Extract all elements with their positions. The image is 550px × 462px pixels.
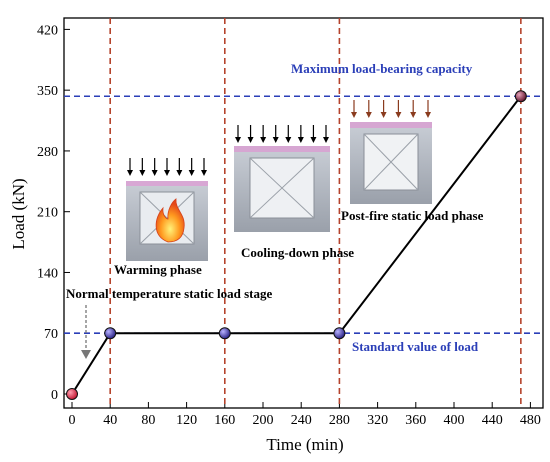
x-tick-label: 240 — [291, 413, 312, 428]
y-tick-label: 280 — [37, 145, 58, 160]
y-tick-label: 210 — [37, 206, 58, 221]
arrowhead-icon — [351, 112, 357, 118]
arrowhead-icon — [127, 170, 133, 176]
phase-lines — [109, 18, 522, 408]
arrowhead-icon — [410, 112, 417, 118]
x-axis: 0 40 80 120 160 200 240 280 320 360 400 440 480 — [69, 402, 541, 428]
plot-frame — [63, 17, 544, 409]
normal-stage-label: Normal temperature static load stage — [66, 286, 272, 301]
load-arrows — [127, 100, 431, 176]
arrowhead-icon — [188, 170, 195, 176]
data-point — [514, 90, 527, 103]
arrowhead-icon — [272, 137, 279, 143]
y-axis: 0 70 140 210 280 350 420 — [37, 23, 70, 403]
x-axis-title: Time (min) — [266, 435, 343, 454]
fire-icon — [155, 198, 185, 243]
x-tick-label: 0 — [69, 413, 76, 428]
arrowhead-icon — [285, 137, 292, 143]
cooling-phase-label: Cooling-down phase — [241, 245, 354, 260]
arrowhead-icon — [323, 137, 329, 143]
data-markers — [66, 90, 527, 400]
data-point — [218, 327, 231, 340]
y-tick-label: 70 — [44, 327, 58, 342]
indicator-arrow — [81, 305, 91, 359]
arrowhead-icon — [380, 112, 387, 118]
x-tick-label: 40 — [103, 413, 117, 428]
standard-load-label: Standard value of load — [352, 339, 479, 354]
x-tick-label: 400 — [444, 413, 465, 428]
postfire-specimen-photo — [350, 122, 432, 204]
warming-specimen-photo — [126, 181, 208, 261]
x-tick-label: 320 — [367, 413, 388, 428]
x-tick-label: 280 — [329, 413, 350, 428]
x-tick-label: 120 — [176, 413, 197, 428]
arrowhead-icon — [365, 112, 372, 118]
cooling-specimen-photo — [234, 146, 330, 232]
arrowhead-icon — [247, 137, 254, 143]
x-tick-label: 360 — [405, 413, 426, 428]
data-point — [104, 327, 117, 340]
x-tick-label: 440 — [482, 413, 503, 428]
arrowhead-icon — [425, 112, 431, 118]
postfire-phase-label: Post-fire static load phase — [341, 208, 484, 223]
arrowhead-icon — [395, 112, 402, 118]
arrowhead-icon — [151, 170, 158, 176]
arrowhead-icon — [176, 170, 183, 176]
arrowhead-icon — [297, 137, 304, 143]
y-tick-label: 140 — [37, 266, 58, 281]
arrowhead-icon — [310, 137, 317, 143]
x-tick-label: 200 — [253, 413, 274, 428]
arrowhead-icon — [164, 170, 170, 176]
data-point — [66, 388, 78, 400]
arrowhead-icon — [139, 170, 146, 176]
y-axis-title: Load (kN) — [9, 178, 28, 249]
y-tick-label: 420 — [37, 23, 58, 38]
x-tick-label: 480 — [520, 413, 541, 428]
x-tick-label: 80 — [141, 413, 155, 428]
warming-phase-label: Warming phase — [114, 262, 202, 277]
x-tick-label: 160 — [214, 413, 235, 428]
arrowhead-icon — [235, 137, 241, 143]
max-capacity-label: Maximum load-bearing capacity — [291, 61, 473, 76]
arrowhead-icon — [260, 137, 267, 143]
arrowhead-icon — [201, 170, 207, 176]
y-tick-label: 0 — [51, 388, 58, 403]
y-tick-label: 350 — [37, 84, 58, 99]
data-point — [333, 327, 346, 340]
